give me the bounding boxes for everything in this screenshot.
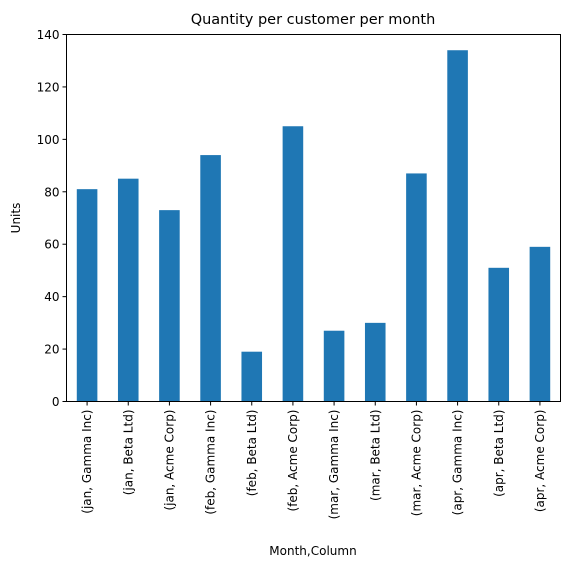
bar: [200, 155, 221, 402]
x-tick-label: (mar, Gamma Inc): [327, 410, 341, 520]
bar: [406, 173, 427, 402]
bar: [447, 50, 468, 402]
x-tick-label: (feb, Acme Corp): [286, 410, 300, 512]
bar: [282, 126, 304, 402]
x-tick-label: (apr, Gamma Inc): [451, 410, 465, 516]
bar: [241, 351, 263, 402]
y-axis: 0 20 40 60 80 100 120 140: [37, 28, 67, 409]
x-axis-title: Month,Column: [269, 544, 356, 558]
bar: [117, 178, 139, 402]
x-tick-label: (feb, Beta Ltd): [245, 410, 259, 497]
x-tick-label: (jan, Gamma Inc): [80, 410, 94, 514]
bar: [76, 189, 98, 402]
bars-group: [76, 50, 551, 402]
x-axis: (jan, Gamma Inc) (jan, Beta Ltd) (jan, Acm…: [80, 401, 547, 520]
chart-title: Quantity per customer per month: [191, 12, 436, 28]
bar: [488, 267, 510, 402]
bar: [529, 246, 551, 402]
plot-frame: [66, 34, 561, 402]
bar: [364, 322, 386, 402]
y-tick-label: 0: [52, 395, 60, 409]
x-tick-label: (feb, Gamma Inc): [204, 410, 218, 515]
bar: [323, 330, 345, 402]
x-tick-label: (apr, Beta Ltd): [492, 410, 506, 497]
x-tick-label: (jan, Acme Corp): [162, 410, 176, 511]
x-tick-label: (mar, Beta Ltd): [368, 410, 382, 501]
y-tick-label: 80: [44, 185, 59, 199]
x-tick-label: (apr, Acme Corp): [533, 410, 547, 513]
y-tick-label: 140: [37, 28, 60, 42]
y-tick-label: 20: [44, 343, 59, 357]
y-tick-label: 120: [37, 80, 60, 94]
y-tick-label: 40: [44, 290, 59, 304]
y-tick-label: 60: [44, 238, 59, 252]
bar: [159, 210, 180, 402]
y-tick-label: 100: [37, 133, 60, 147]
y-axis-title: Units: [9, 203, 23, 234]
x-tick-label: (mar, Acme Corp): [409, 410, 423, 517]
x-tick-label: (jan, Beta Ltd): [121, 410, 135, 496]
